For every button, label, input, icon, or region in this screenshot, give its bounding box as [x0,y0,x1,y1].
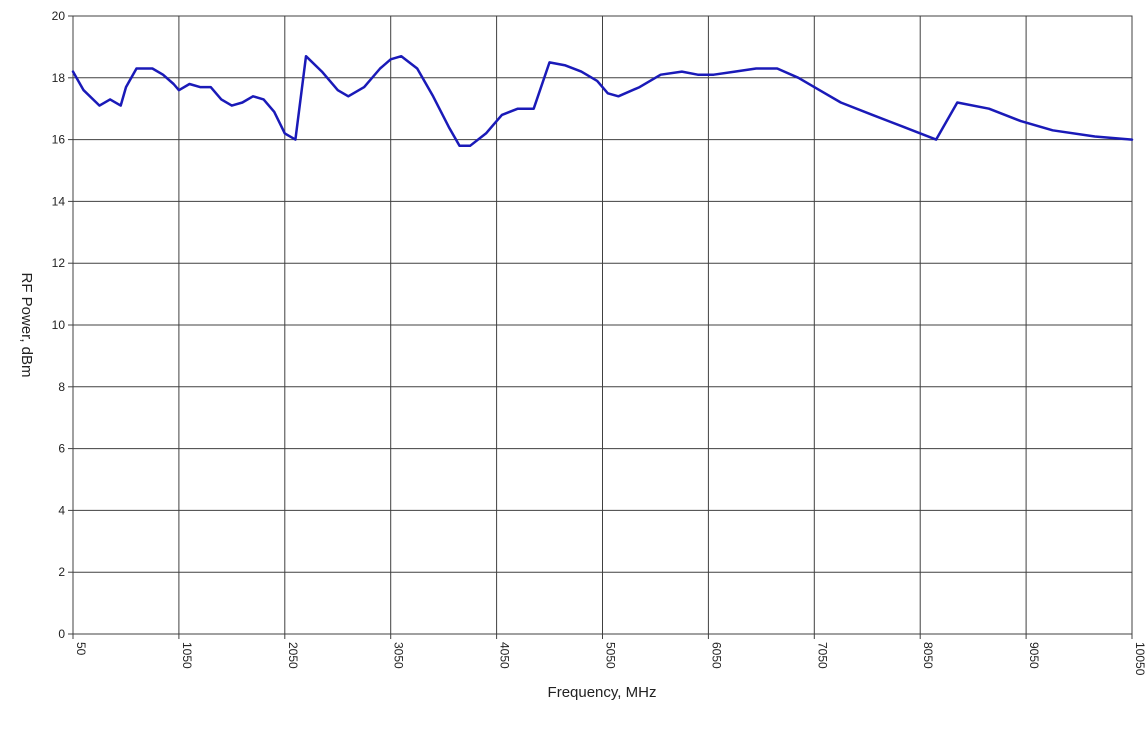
y-tick-label: 14 [52,194,66,208]
y-tick-label: 8 [58,380,65,394]
y-axis-title: RF Power, dBm [18,272,35,377]
y-tick-label: 12 [52,256,66,270]
y-tick-label: 6 [58,442,65,456]
x-tick-label: 50 [74,642,88,656]
series-layer [71,54,1134,148]
grid [68,15,1133,639]
x-tick-label: 5050 [604,642,618,669]
x-tick-label: 1050 [180,642,194,669]
y-tick-label: 0 [58,627,65,641]
x-tick-label: 7050 [815,642,829,669]
x-axis-tick-labels: 50 1050 2050 3050 4050 5050 6050 7050 8050 9050 10… [74,642,1146,676]
plot-area-frame [72,15,1133,635]
y-axis-tick-labels: 0 2 4 6 8 10 12 14 16 18 20 [52,9,66,641]
x-tick-label: 2050 [286,642,300,669]
x-tick-label: 10050 [1133,642,1146,676]
y-tick-label: 18 [52,71,66,85]
x-tick-label: 3050 [392,642,406,669]
x-tick-label: 9050 [1027,642,1041,669]
x-tick-label: 6050 [709,642,723,669]
x-tick-label: 8050 [921,642,935,669]
y-tick-label: 2 [58,565,65,579]
y-tick-label: 10 [52,318,66,332]
series-line-0 [71,54,1134,148]
y-tick-label: 20 [52,9,66,23]
x-tick-label: 4050 [498,642,512,669]
y-tick-label: 4 [58,503,65,517]
x-axis-title: Frequency, MHz [548,684,657,701]
y-tick-label: 16 [52,133,66,147]
